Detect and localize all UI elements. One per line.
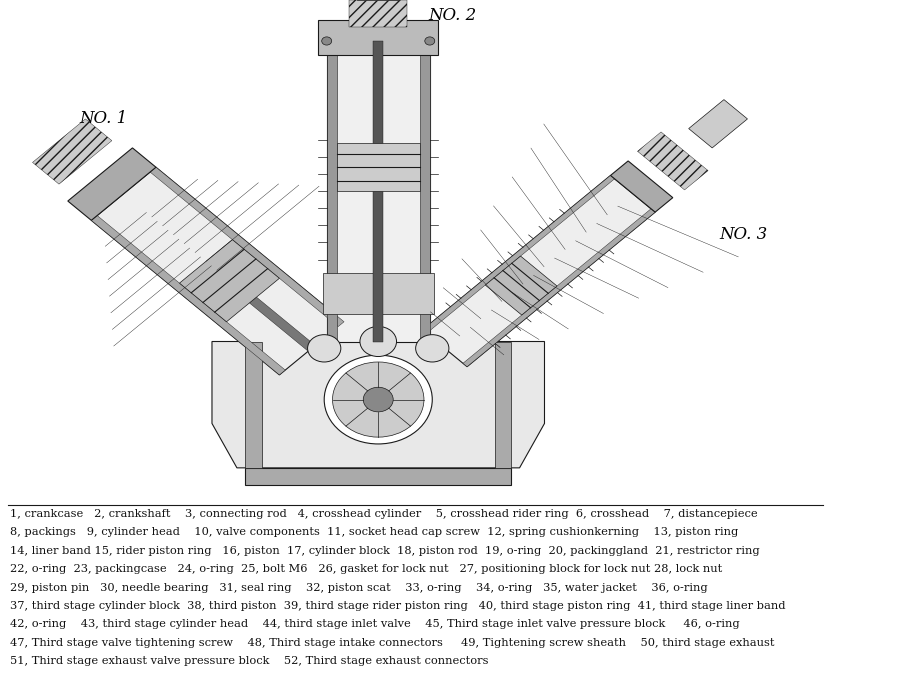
Text: 47, Third stage valve tightening screw    48, Third stage intake connectors     : 47, Third stage valve tightening screw 4… (10, 638, 774, 648)
Polygon shape (245, 342, 262, 468)
Polygon shape (327, 27, 337, 342)
Polygon shape (150, 167, 344, 326)
Text: 14, liner band 15, rider piston ring   16, piston  17, cylinder block  18, pisto: 14, liner band 15, rider piston ring 16,… (10, 546, 760, 556)
Bar (327, 27, 430, 342)
Bar (337, 143, 420, 191)
Circle shape (363, 387, 393, 412)
Polygon shape (91, 167, 344, 375)
Polygon shape (638, 132, 708, 190)
Polygon shape (463, 209, 655, 367)
Text: 8, packings   9, cylinder head    10, valve components  11, socket head cap scre: 8, packings 9, cylinder head 10, valve c… (10, 527, 738, 538)
Polygon shape (249, 297, 315, 351)
Polygon shape (33, 119, 112, 184)
Text: 1, crankcase   2, crankshaft    3, connecting rod   4, crosshead cylinder    5, : 1, crankcase 2, crankshaft 3, connecting… (10, 509, 758, 519)
Polygon shape (212, 342, 544, 468)
Text: NO. 1: NO. 1 (79, 110, 127, 127)
Polygon shape (91, 216, 285, 375)
Text: NO. 2: NO. 2 (428, 8, 476, 25)
Polygon shape (495, 342, 511, 468)
Polygon shape (422, 176, 655, 367)
Polygon shape (420, 27, 430, 342)
Circle shape (322, 37, 331, 45)
Text: 29, piston pin   30, needle bearing   31, seal ring    32, piston scat    33, o-: 29, piston pin 30, needle bearing 31, se… (10, 583, 708, 593)
Polygon shape (485, 256, 557, 315)
Bar (318, 20, 438, 55)
Circle shape (416, 335, 449, 362)
Bar (322, 273, 434, 314)
Circle shape (360, 326, 397, 357)
Circle shape (425, 37, 435, 45)
Bar (373, 41, 383, 342)
Bar (245, 468, 511, 485)
Circle shape (308, 335, 341, 362)
Text: 42, o-ring    43, third stage cylinder head    44, third stage inlet valve    45: 42, o-ring 43, third stage cylinder head… (10, 619, 740, 630)
Text: 37, third stage cylinder block  38, third piston  39, third stage rider piston r: 37, third stage cylinder block 38, third… (10, 601, 785, 611)
Bar (370, 342, 386, 400)
Polygon shape (179, 240, 279, 322)
Bar (349, 0, 408, 27)
Polygon shape (422, 176, 614, 333)
Circle shape (324, 355, 432, 444)
Polygon shape (611, 161, 672, 212)
Polygon shape (689, 100, 747, 148)
Circle shape (332, 362, 424, 437)
Text: 22, o-ring  23, packingcase   24, o-ring  25, bolt M6   26, gasket for lock nut : 22, o-ring 23, packingcase 24, o-ring 25… (10, 564, 723, 574)
Polygon shape (67, 148, 156, 221)
Text: NO. 3: NO. 3 (719, 226, 767, 243)
Text: 51, Third stage exhaust valve pressure block    52, Third stage exhaust connecto: 51, Third stage exhaust valve pressure b… (10, 656, 489, 667)
